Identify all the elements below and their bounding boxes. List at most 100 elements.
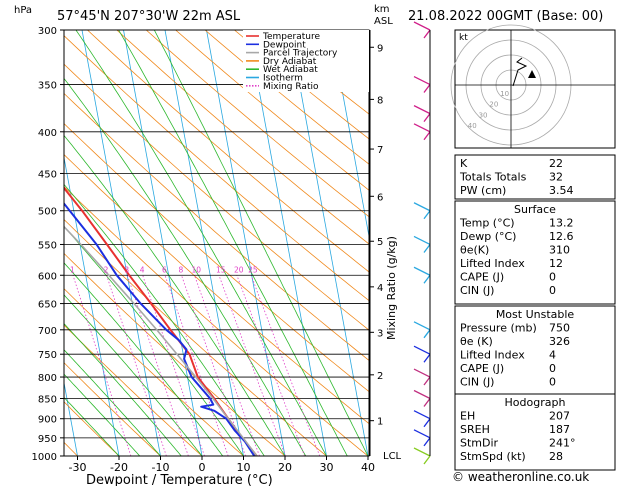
hodograph-table-row-label: StmDir: [460, 437, 499, 450]
hodograph-storm-motion: [528, 70, 536, 78]
hodograph-table-row-label: SREH: [460, 423, 490, 436]
indices-row-value: 3.54: [549, 184, 574, 197]
isotherm-line: [81, 30, 161, 456]
wind-barb: [413, 75, 431, 86]
mixing-ratio-label: 10: [192, 265, 202, 274]
plot-area: [64, 30, 369, 456]
mixing-ratio-line: [164, 275, 229, 456]
hodograph-table-box: [454, 393, 616, 471]
x-tick-label: -10: [152, 461, 170, 474]
isotherm-line: [247, 30, 327, 456]
p-tick-label: 700: [38, 326, 57, 337]
km-unit: km: [374, 4, 390, 15]
isotherm-line: [123, 30, 203, 456]
hodograph-ring-label: 20: [489, 101, 498, 109]
surface-row-label: CIN (J): [460, 284, 494, 297]
km-tick-label: 6: [377, 192, 383, 203]
wind-barb: [413, 321, 431, 331]
most-unstable-row-label: CIN (J): [460, 376, 494, 389]
km-tick-label: 9: [377, 43, 383, 54]
isotherm-line: [206, 30, 286, 456]
wind-barb-flag: [423, 398, 431, 407]
wind-barb: [413, 368, 431, 378]
p-tick-label: 650: [38, 300, 57, 311]
mixing-ratio-label: 2: [104, 265, 109, 274]
indices-row-label: PW (cm): [460, 184, 506, 197]
dry-adiabat: [64, 401, 120, 456]
x-tick-label: 40: [361, 461, 375, 474]
legend-label: Dewpoint: [263, 40, 306, 50]
wind-barb: [413, 202, 431, 212]
surface-row-label: θe(K): [460, 244, 489, 257]
dry-adiabat: [64, 362, 161, 456]
wind-barb-flag: [423, 113, 431, 123]
most-unstable-row-value: 0: [549, 362, 556, 375]
km-tick-label: 2: [377, 371, 383, 382]
hodograph-ring-label: 30: [479, 111, 488, 119]
mixing-ratio-label: 8: [178, 265, 183, 274]
x-tick-label: 10: [237, 461, 251, 474]
hodograph-table-row-value: 241°: [549, 437, 576, 450]
hodograph-frame: [454, 29, 616, 149]
wind-barb-flag: [423, 29, 431, 39]
mixing-ratio-line: [142, 275, 205, 456]
most-unstable-row-label: Pressure (mb): [460, 322, 537, 335]
wet-adiabat: [64, 349, 161, 456]
km-tick-label: 5: [377, 237, 383, 248]
mixing-ratio-label: 1: [70, 265, 75, 274]
km-tick-label: 3: [377, 328, 383, 339]
wind-barb-flag: [423, 376, 431, 386]
legend-box: [243, 30, 369, 92]
location: 57°45'N 207°30'W 22m ASL: [57, 9, 241, 24]
mixing-ratio-axis-label: Mixing Ratio (g/kg): [385, 236, 398, 340]
indices-row-value: 22: [549, 157, 563, 170]
wind-barb: [413, 235, 431, 246]
wind-barb: [413, 345, 431, 355]
most-unstable-title: Most Unstable: [496, 308, 575, 321]
surface-row-value: 0: [549, 271, 556, 284]
mixing-ratio-label: 25: [248, 265, 258, 274]
mixing-ratio-label: 3: [124, 265, 129, 274]
p-tick-label: 450: [38, 169, 57, 180]
lcl-label: LCL: [383, 451, 402, 462]
wind-barb-flag: [423, 84, 431, 93]
most-unstable-row-value: 326: [549, 335, 570, 348]
wind-barb: [413, 123, 431, 133]
p-tick-label: 950: [38, 434, 57, 445]
hodograph-table-row-label: StmSpd (kt): [460, 450, 526, 463]
wind-barb-flag: [423, 329, 431, 339]
p-tick-label: 600: [38, 271, 57, 282]
x-tick-label: 20: [278, 461, 292, 474]
credit: © weatheronline.co.uk: [452, 470, 589, 484]
isotherm-line: [289, 30, 369, 456]
indices-row-value: 32: [549, 171, 563, 184]
legend-label: Dry Adiabat: [263, 57, 317, 67]
index-tables: K 22 Totals Totals 32 PW (cm) 3.54 SurfaceTemp…: [454, 154, 616, 471]
hodograph-ring-label: 40: [468, 122, 477, 130]
asl-unit: ASL: [374, 16, 393, 27]
isotherm-line: [164, 30, 244, 456]
wet-adiabat: [64, 396, 120, 456]
wind-barb-flag: [423, 244, 431, 253]
dry-adiabat: [64, 35, 369, 302]
hodograph-table-row-value: 28: [549, 450, 563, 463]
wind-barb-flag: [423, 418, 431, 428]
dry-adiabat: [175, 30, 369, 191]
wind-barb-flag: [423, 274, 431, 284]
most-unstable-row-label: Lifted Index: [460, 349, 525, 362]
hodograph-ring-label: 10: [500, 90, 509, 98]
wind-barb: [413, 105, 431, 115]
wind-barb: [413, 429, 431, 439]
legend-label: Isotherm: [263, 74, 303, 84]
indices-row-label: K: [460, 157, 468, 170]
km-tick-label: 1: [377, 417, 383, 428]
p-tick-label: 500: [38, 207, 57, 218]
x-tick-label: -30: [69, 461, 87, 474]
series-temperature: [64, 186, 258, 456]
surface-row-value: 310: [549, 244, 570, 257]
mixing-ratio-line: [127, 275, 189, 456]
most-unstable-row-label: θe (K): [460, 335, 493, 348]
series-dewpoint: [64, 201, 256, 456]
